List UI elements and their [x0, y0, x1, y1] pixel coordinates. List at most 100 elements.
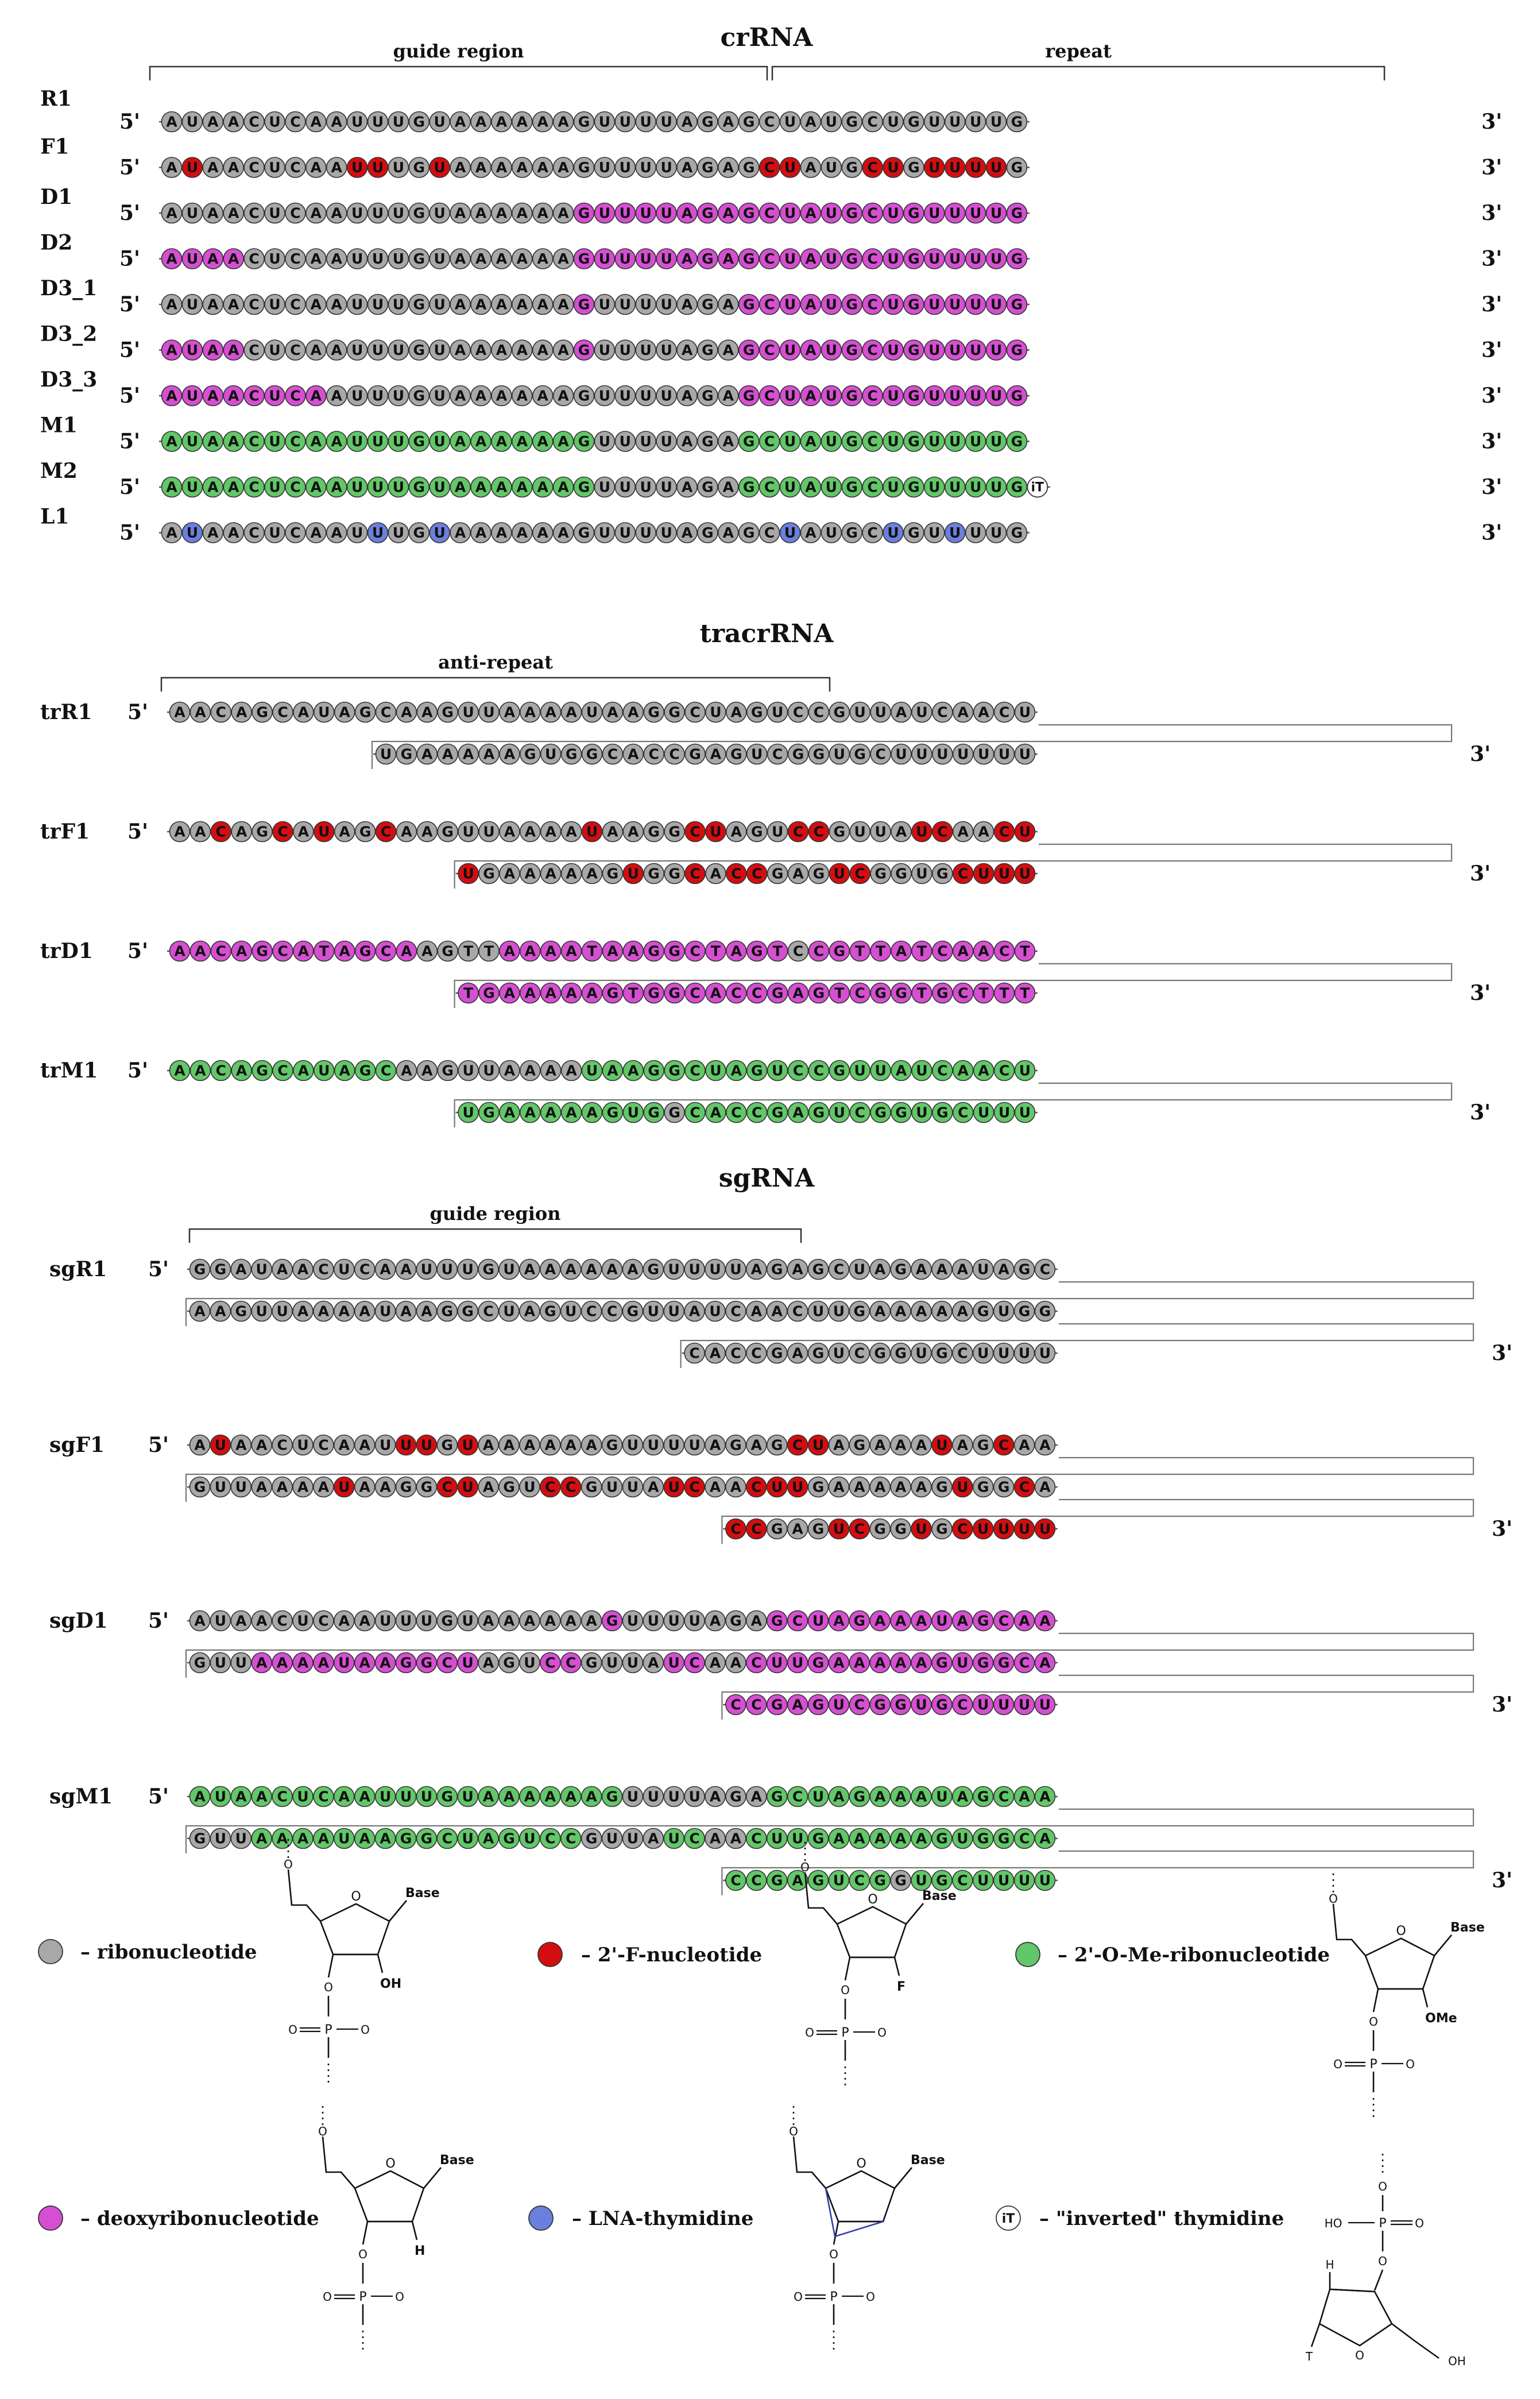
nucleotide-letter: G	[846, 296, 858, 313]
nucleotide-letter: A	[297, 1655, 309, 1671]
nucleotide-letter: A	[475, 205, 487, 222]
nucleotide-letter: U	[916, 1063, 927, 1079]
nucleotide-mark	[326, 157, 347, 178]
nucleotide-letter: C	[1019, 1655, 1030, 1671]
tracrrna-name: trR1	[40, 700, 92, 724]
nucleotide-letter: G	[834, 1063, 846, 1079]
nucleotide-letter: A	[723, 433, 734, 450]
nucleotide-letter: U	[269, 205, 280, 222]
nucleotide-letter: U	[928, 433, 940, 450]
nucleotide-mark	[181, 385, 203, 407]
nucleotide-letter: A	[537, 114, 549, 130]
nucleotide-letter: C	[290, 479, 300, 496]
nucleotide-letter: U	[599, 342, 610, 358]
nucleotide-mark	[635, 111, 656, 133]
nucleotide-letter: U	[978, 866, 989, 882]
nucleotide-letter: A	[318, 1655, 330, 1671]
legend-text: – 2'-O-Me-ribonucleotide	[1058, 1944, 1330, 1967]
nucleotide-mark	[594, 431, 616, 452]
sugar-bold-edge	[1329, 2288, 1375, 2293]
nucleotide-letter: C	[483, 1303, 493, 1320]
nucleotide-letter: A	[166, 479, 177, 496]
nucleotide-letter: U	[887, 114, 899, 130]
nucleotide-mark	[367, 339, 389, 361]
nucleotide-letter: A	[475, 524, 487, 541]
oxygen-label: O	[361, 2023, 370, 2037]
nucleotide-mark	[573, 293, 595, 315]
base-bond	[894, 2167, 912, 2189]
nucleotide-letter: A	[401, 704, 412, 721]
nucleotide-letter: A	[380, 1830, 391, 1847]
five-prime-label: 5'	[148, 1433, 169, 1457]
nucleotide-letter: U	[372, 205, 384, 222]
nucleotide-letter: A	[723, 205, 734, 222]
repeat-bracket	[771, 65, 1386, 80]
nucleotide-letter: G	[813, 746, 825, 763]
nucleotide-mark	[305, 157, 327, 178]
nucleotide-letter: A	[236, 1063, 247, 1079]
nucleotide-letter: C	[730, 1521, 741, 1537]
nucleotide-mark	[985, 431, 1007, 452]
nucleotide-letter: G	[854, 746, 866, 763]
nucleotide-letter: U	[215, 1655, 226, 1671]
nucleotide-letter: U	[916, 1104, 927, 1121]
nucleotide-mark	[305, 111, 327, 133]
nucleotide-letter: A	[896, 943, 907, 960]
nucleotide-letter: U	[936, 1788, 947, 1805]
nucleotide-letter: C	[318, 1613, 328, 1629]
nucleotide-letter: G	[937, 866, 949, 882]
nucleotide-letter: C	[249, 479, 259, 496]
nucleotide-letter: G	[998, 1830, 1010, 1847]
nucleotide-mark	[181, 157, 203, 178]
nucleotide-letter: G	[937, 985, 949, 1002]
ring-oxygen-label: O	[856, 2157, 866, 2171]
nucleotide-mark	[243, 293, 265, 315]
nucleotide-letter: C	[249, 388, 259, 404]
nucleotide-letter: C	[793, 1063, 803, 1079]
nucleotide-letter: C	[867, 159, 877, 176]
nucleotide-mark	[223, 248, 245, 269]
nucleotide-letter: A	[207, 296, 219, 313]
nucleotide-mark	[594, 339, 616, 361]
nucleotide-letter: A	[805, 479, 817, 496]
nucleotide-mark	[408, 157, 430, 178]
nucleotide-mark	[779, 431, 801, 452]
nucleotide-letter: U	[1019, 1872, 1030, 1889]
strand-connector	[454, 843, 1453, 888]
nucleotide-mark	[903, 111, 924, 133]
nucleotide-letter: G	[895, 1697, 907, 1713]
nucleotide-letter: C	[381, 824, 391, 840]
base-bond	[1310, 2323, 1321, 2347]
nucleotide-mark	[346, 339, 368, 361]
nucleotide-letter: C	[751, 1872, 761, 1889]
nucleotide-mark	[800, 157, 822, 178]
nucleotide-mark	[862, 157, 883, 178]
nucleotide-letter: C	[607, 1303, 617, 1320]
nucleotide-letter: G	[566, 746, 578, 763]
nucleotide-letter: U	[640, 250, 652, 267]
nucleotide-mark	[408, 431, 430, 452]
legend-swatch	[38, 2205, 63, 2231]
nucleotide-mark	[264, 202, 285, 224]
nucleotide-letter: A	[311, 524, 322, 541]
nucleotide-letter: U	[640, 296, 652, 313]
nucleotide-letter: T	[917, 943, 927, 960]
nucleotide-mark	[264, 293, 285, 315]
nucleotide-letter: C	[957, 1872, 968, 1889]
nucleotide-letter: C	[249, 114, 259, 130]
nucleotide-letter: A	[504, 824, 516, 840]
nucleotide-mark	[202, 293, 224, 315]
nucleotide-letter: U	[256, 1261, 268, 1278]
nucleotide-letter: C	[957, 1521, 968, 1537]
nucleotide-letter: U	[462, 1613, 474, 1629]
nucleotide-mark	[1006, 385, 1028, 407]
nucleotide-letter: U	[235, 1655, 247, 1671]
nucleotide-letter: A	[558, 524, 569, 541]
nucleotide-mark	[450, 431, 471, 452]
nucleotide-mark	[223, 339, 245, 361]
nucleotide-letter: G	[578, 433, 590, 450]
nucleotide-letter: U	[812, 1437, 824, 1454]
nucleotide-mark	[532, 157, 554, 178]
nucleotide-letter: U	[338, 1479, 350, 1496]
nucleotide-letter: G	[908, 159, 920, 176]
